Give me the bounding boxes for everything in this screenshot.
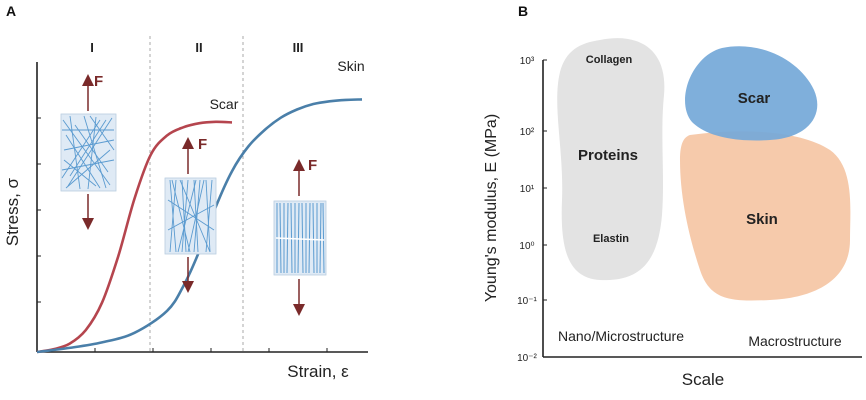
b-tick-1e0: 10⁰ [519,241,534,252]
scar-curve-label: Scar [210,96,239,112]
skin-stress-strain-curve [36,98,363,354]
panel-b-label: B [518,3,528,19]
force-label-III: F [308,157,317,174]
panel-a-x-ticks [94,348,328,352]
b-tick-1e3: 10³ [520,56,535,67]
panel-a-y-label: Stress, σ [3,177,22,246]
b-tick-1e-1: 10⁻¹ [517,296,537,307]
scar-region [685,46,818,141]
fibre-network-random-illustration: F [60,73,117,230]
b-tick-1e-2: 10⁻² [517,353,537,364]
panel-b-y-ticks [543,59,547,301]
elastin-label: Elastin [593,233,629,245]
b-tick-1e1: 10¹ [520,184,535,195]
proteins-region [557,38,665,281]
proteins-label: Proteins [578,147,638,164]
fibre-network-aligned-illustration: F [273,157,327,316]
skin-region-label: Skin [746,211,778,228]
region-label-I: I [90,40,94,55]
scar-stress-strain-curve [36,120,233,354]
collagen-label: Collagen [586,54,633,66]
scar-region-label: Scar [738,90,771,107]
b-tick-1e2: 10² [520,127,535,138]
fibre-network-aligning-illustration: F [164,136,217,293]
macrostructure-label: Macrostructure [748,333,842,349]
panel-b-x-label: Scale [682,370,725,389]
nano-microstructure-label: Nano/Microstructure [558,328,684,344]
skin-region [680,131,851,301]
force-label-II: F [198,136,207,153]
panel-a-y-ticks [37,117,41,303]
region-label-III: III [293,40,304,55]
skin-curve-label: Skin [337,58,364,74]
region-label-II: II [195,40,202,55]
panel-b-y-label: Young's modulus, E (MPa) [483,114,500,302]
panel-a-x-label: Strain, ε [287,362,349,381]
panel-a-label: A [6,3,16,19]
force-label-I: F [94,73,103,90]
